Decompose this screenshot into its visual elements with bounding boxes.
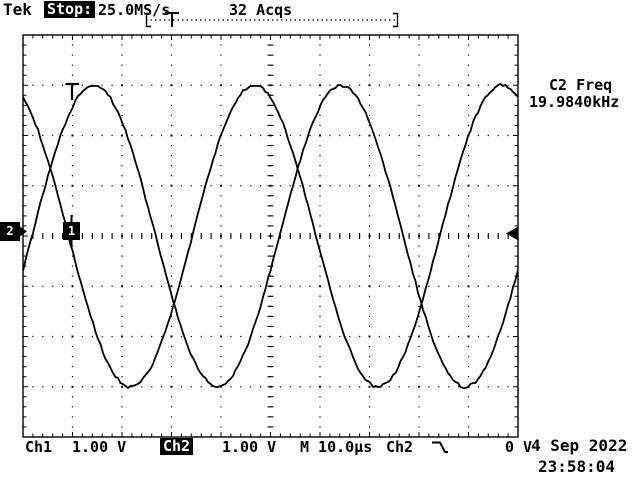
acquisition-count: 32 Acqs	[229, 1, 293, 19]
timebase-readout: M 10.0µs	[300, 438, 373, 456]
ch2-ground-marker: 2	[0, 222, 20, 241]
ch2-ground-arrow-icon	[20, 226, 27, 237]
trigger-level-readout: 0 V	[505, 438, 533, 456]
time-readout: 23:58:04	[538, 457, 616, 476]
record-position-bar	[145, 12, 399, 28]
waveform-ch1	[23, 84, 518, 389]
trigger-level-arrow-icon	[506, 227, 518, 240]
brand-logo: Tek	[3, 0, 32, 19]
graticule-trigger-t-icon	[65, 82, 79, 100]
acquisition-status-badge: Stop:	[44, 1, 96, 18]
trigger-position-marker-icon	[165, 12, 179, 27]
trigger-slope-falling-icon	[432, 441, 448, 453]
measurement-label: C2 Freq	[549, 76, 613, 94]
graticule	[22, 34, 519, 438]
date-readout: 4 Sep 2022	[531, 436, 628, 455]
ch1-scale: 1.00 V	[72, 438, 127, 456]
ch2-label-badge: Ch2	[160, 438, 194, 455]
trigger-point-marker: 1	[63, 222, 80, 240]
trigger-source-readout: Ch2	[386, 438, 414, 456]
ch1-label: Ch1	[25, 438, 53, 456]
sample-rate: 25.0MS/s	[98, 1, 171, 19]
ch2-scale: 1.00 V	[222, 438, 277, 456]
measurement-value: 19.9840kHz	[529, 93, 620, 111]
waveform-ch2	[23, 82, 518, 390]
